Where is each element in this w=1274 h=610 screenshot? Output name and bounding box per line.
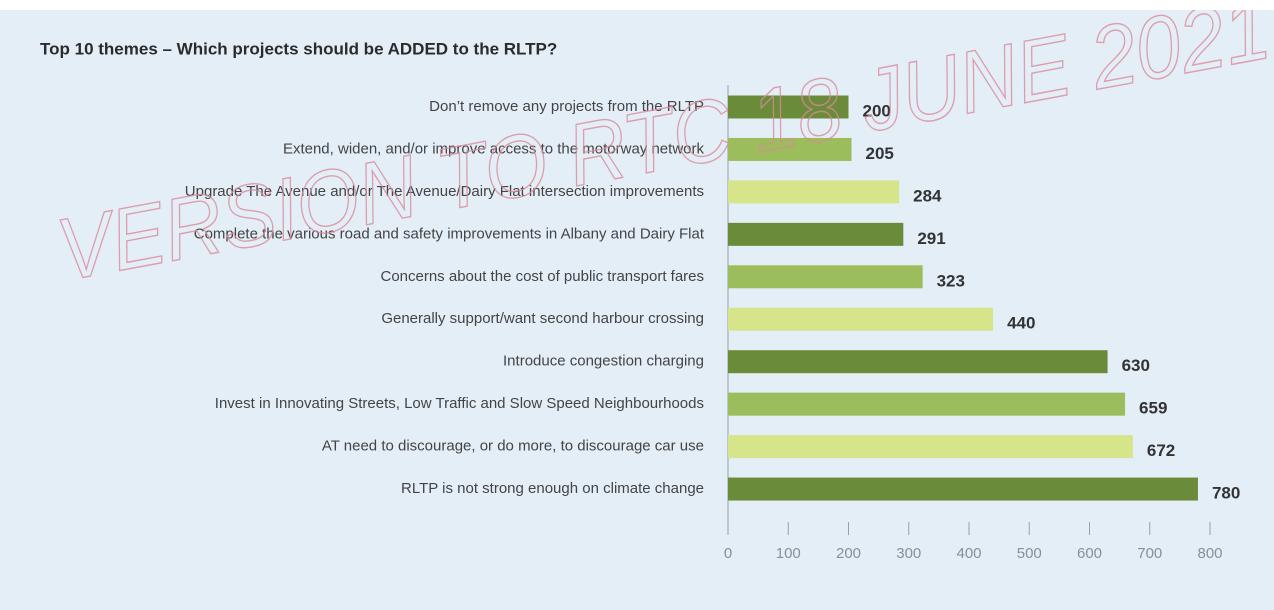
x-tick-label: 600 — [1077, 545, 1102, 562]
category-label: Don’t remove any projects from the RLTP — [429, 98, 704, 115]
bar — [728, 392, 1126, 416]
category-label: Generally support/want second harbour cr… — [381, 310, 704, 327]
category-label: RLTP is not strong enough on climate cha… — [401, 480, 704, 497]
category-label: Concerns about the cost of public transp… — [380, 268, 704, 285]
bar — [728, 137, 852, 161]
bar — [728, 180, 900, 204]
x-tick-label: 0 — [724, 545, 732, 562]
bar — [728, 265, 923, 289]
value-label: 205 — [866, 144, 894, 163]
bar — [728, 350, 1108, 374]
category-label: Upgrade The Avenue and/or The Avenue/Dai… — [185, 183, 704, 200]
bar — [728, 435, 1133, 459]
value-label: 200 — [863, 101, 891, 120]
value-label: 323 — [937, 271, 965, 290]
x-tick-label: 400 — [956, 545, 981, 562]
value-label: 291 — [917, 229, 945, 248]
x-tick-label: 100 — [776, 545, 801, 562]
x-tick-label: 700 — [1137, 545, 1162, 562]
value-label: 630 — [1122, 356, 1150, 375]
value-label: 672 — [1147, 441, 1175, 460]
category-label: AT need to discourage, or do more, to di… — [322, 438, 704, 455]
category-label: Complete the various road and safety imp… — [194, 225, 705, 242]
panel — [0, 10, 1274, 610]
chart-title: Top 10 themes – Which projects should be… — [40, 39, 557, 58]
value-label: 780 — [1212, 484, 1240, 503]
x-tick-label: 300 — [896, 545, 921, 562]
category-label: Invest in Innovating Streets, Low Traffi… — [215, 395, 704, 412]
bar — [728, 307, 994, 331]
x-tick-label: 500 — [1017, 545, 1042, 562]
category-label: Extend, widen, and/or improve access to … — [283, 140, 705, 157]
bar — [728, 95, 849, 119]
x-tick-label: 200 — [836, 545, 861, 562]
value-label: 284 — [913, 186, 942, 205]
category-label: Introduce congestion charging — [503, 353, 704, 370]
value-label: 440 — [1007, 314, 1035, 333]
value-label: 659 — [1139, 399, 1167, 418]
bar — [728, 477, 1198, 501]
x-tick-label: 800 — [1197, 545, 1222, 562]
bar — [728, 222, 904, 246]
